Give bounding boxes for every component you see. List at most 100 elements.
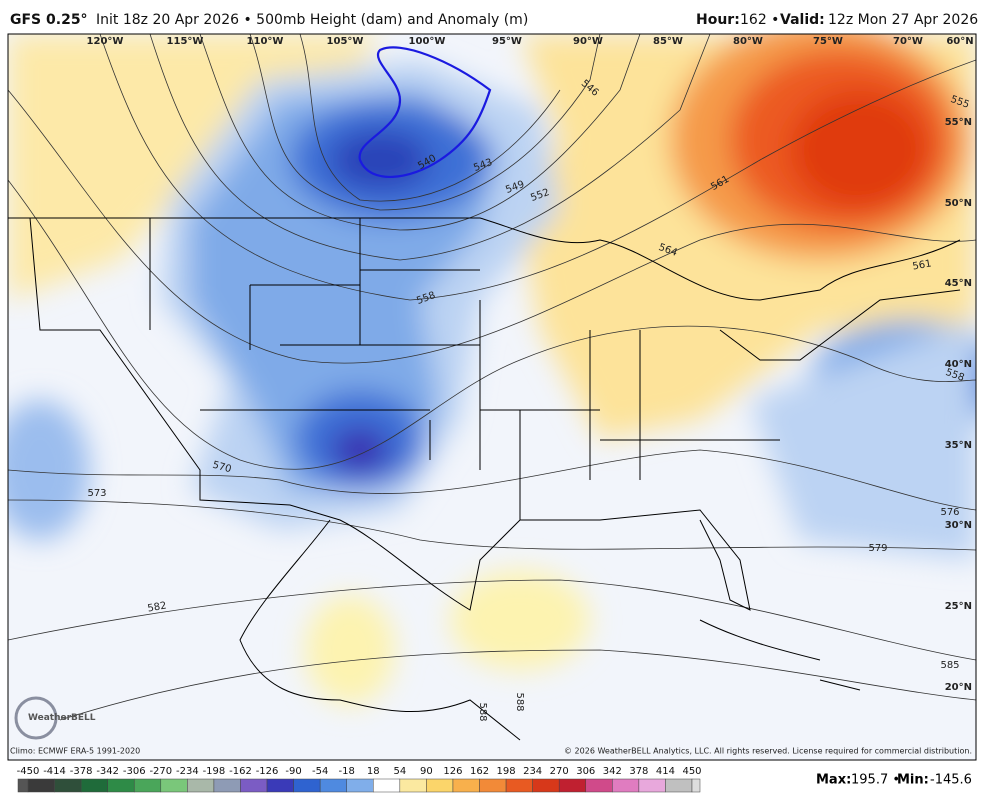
- valid-label: Valid:: [780, 12, 825, 28]
- longitude-label: 85°W: [653, 36, 683, 47]
- colorbar-tick-label: -450: [17, 766, 40, 777]
- colorbar-swatch: [107, 778, 135, 793]
- colorbar-swatch: [612, 778, 640, 793]
- map: 120°W 115°W 110°W 105°W 100°W 95°W 90°W 85°W 80°…: [8, 34, 976, 760]
- longitude-label: 95°W: [492, 36, 522, 47]
- contour-label: 576: [940, 507, 959, 518]
- latitude-label: 55°N: [945, 117, 972, 128]
- colorbar-swatch: [133, 778, 162, 793]
- valid-value: 12z Mon 27 Apr 2026: [828, 12, 978, 28]
- colorbar-tick-label: 342: [603, 766, 622, 777]
- colorbar-swatch: [585, 778, 613, 793]
- colorbar-tick-label: 162: [470, 766, 489, 777]
- contour-label: 579: [868, 543, 887, 554]
- height-contours: [8, 34, 976, 721]
- colorbar-tick-label: -270: [149, 766, 172, 777]
- colorbar-tick-label: 90: [420, 766, 433, 777]
- longitude-label: 75°W: [813, 36, 843, 47]
- longitude-label: 115°W: [167, 36, 204, 47]
- colorbar-tick-label: -162: [229, 766, 252, 777]
- longitude-label: 90°W: [573, 36, 603, 47]
- colorbar-tick-label: -54: [312, 766, 328, 777]
- colorbar-swatch: [293, 778, 321, 793]
- longitude-label: 105°W: [327, 36, 364, 47]
- colorbar-swatch: [426, 778, 454, 793]
- longitude-label: 120°W: [87, 36, 124, 47]
- colorbar-tick-label: -342: [96, 766, 119, 777]
- colorbar-swatch: [558, 778, 587, 793]
- min-label: Min:: [897, 773, 929, 788]
- colorbar-swatch: [346, 778, 374, 793]
- colorbar-swatch: [266, 778, 294, 793]
- colorbar-tick-label: -414: [43, 766, 66, 777]
- latitude-label: 40°N: [945, 359, 972, 370]
- colorbar-swatch: [319, 778, 347, 793]
- colorbar-tick-label: 18: [367, 766, 380, 777]
- longitude-label: 70°W: [893, 36, 923, 47]
- contour-label: 582: [147, 600, 168, 614]
- latitude-labels: 55°N 50°N 45°N 40°N 35°N 30°N 25°N 20°N: [945, 117, 972, 693]
- colorbar-swatch: [54, 778, 82, 793]
- colorbar-swatch: [160, 778, 188, 793]
- colorbar-tick-label: 126: [443, 766, 462, 777]
- contour-label: 585: [940, 660, 959, 671]
- contour-label: 573: [87, 488, 106, 499]
- colorbar-swatch: [213, 778, 241, 793]
- colorbar-tick-label: -198: [203, 766, 226, 777]
- colorbar-swatch: [638, 778, 666, 793]
- colorbar-tick-label: -378: [70, 766, 93, 777]
- contour-label: 561: [912, 258, 933, 272]
- latitude-label: 25°N: [945, 601, 972, 612]
- colorbar-tick-label: 306: [576, 766, 595, 777]
- colorbar-swatch: [27, 778, 55, 793]
- map-frame: [7, 33, 977, 761]
- colorbar-tick-label: 234: [523, 766, 542, 777]
- longitude-label: 100°W: [409, 36, 446, 47]
- colorbar-swatch: [399, 778, 427, 793]
- colorbar-swatch: [452, 778, 480, 793]
- latitude-label: 45°N: [945, 278, 972, 289]
- latitude-label: 20°N: [945, 682, 972, 693]
- max-value: 195.7 •: [851, 773, 900, 788]
- colorbar: -450 -414 -378 -342 -306 -270 -234 -198 -162 -126…: [17, 766, 702, 793]
- colorbar-swatch: [691, 778, 701, 793]
- init-text: Init 18z 20 Apr 2026 • 500mb Height (dam…: [96, 12, 528, 28]
- longitude-labels: 120°W 115°W 110°W 105°W 100°W 95°W 90°W 85°W 80°…: [87, 36, 974, 47]
- colorbar-tick-label: 270: [550, 766, 569, 777]
- colorbar-swatch: [187, 778, 215, 793]
- latitude-label: 30°N: [945, 520, 972, 531]
- colorbar-tick-label: 414: [656, 766, 675, 777]
- copyright: © 2026 WeatherBELL Analytics, LLC. All r…: [564, 747, 972, 756]
- logo-text: WeatherBELL: [28, 713, 96, 723]
- climo-note: Climo: ECMWF ERA-5 1991-2020: [10, 747, 140, 756]
- latitude-label: 35°N: [945, 440, 972, 451]
- hour-label: Hour:: [696, 12, 740, 28]
- max-label: Max:: [816, 773, 851, 788]
- colorbar-tick-label: -306: [123, 766, 146, 777]
- colorbar-tick-label: -126: [256, 766, 279, 777]
- colorbar-swatch: [532, 778, 560, 793]
- longitude-label: 80°W: [733, 36, 763, 47]
- longitude-label: 60°N: [946, 36, 973, 47]
- contour-label: 570: [211, 460, 232, 476]
- colorbar-tick-label: -234: [176, 766, 199, 777]
- colorbar-tick-label: 450: [682, 766, 701, 777]
- colorbar-swatch: [373, 778, 401, 793]
- colorbar-tick-label: 378: [629, 766, 648, 777]
- colorbar-swatch: [17, 778, 29, 793]
- colorbar-swatch: [505, 778, 533, 793]
- colorbar-swatch: [479, 778, 507, 793]
- anomaly-fill: [8, 34, 976, 705]
- colorbar-tick-label: -90: [285, 766, 301, 777]
- colorbar-tick-label: -18: [339, 766, 355, 777]
- colorbar-swatch: [665, 778, 693, 793]
- hour-value: 162 •: [740, 12, 779, 28]
- political-borders: [8, 217, 961, 741]
- contour-label: 588: [514, 692, 525, 711]
- contour-label: 588: [477, 702, 488, 721]
- colorbar-swatch: [80, 778, 108, 793]
- min-value: -145.6: [930, 773, 972, 788]
- colorbar-swatch: [240, 778, 268, 793]
